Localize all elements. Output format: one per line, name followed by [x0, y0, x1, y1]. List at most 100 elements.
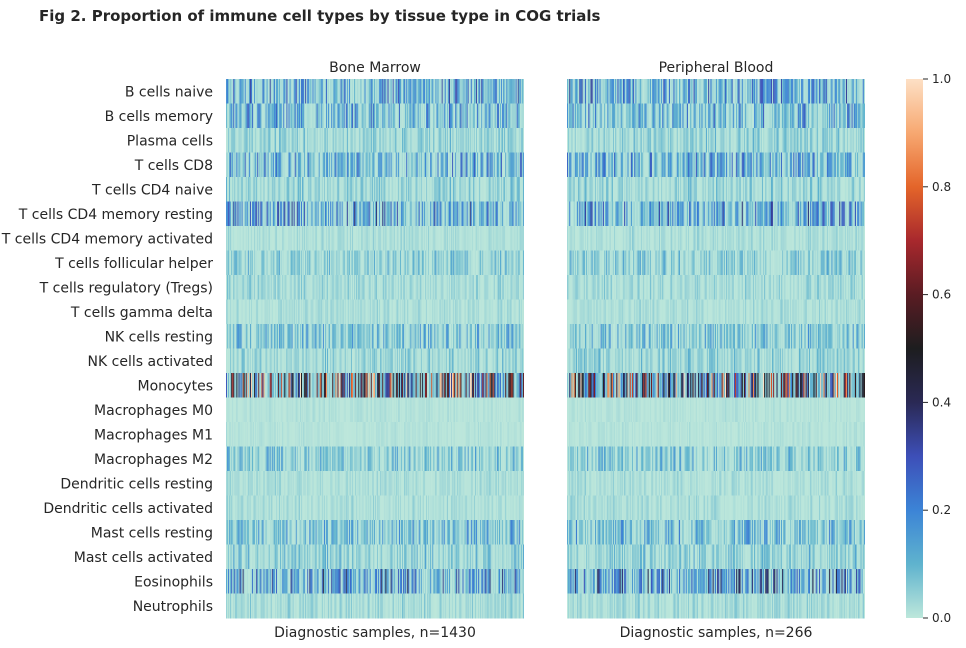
- heatmap-cell: [312, 103, 314, 129]
- heatmap-cell: [519, 103, 521, 129]
- heatmap-cell: [359, 471, 361, 496]
- heatmap-cell: [322, 422, 324, 447]
- heatmap-cell: [295, 152, 297, 178]
- heatmap-cell: [316, 471, 318, 496]
- heatmap-cell: [425, 446, 427, 472]
- heatmap-cell: [411, 79, 413, 104]
- heatmap-cell: [310, 422, 312, 447]
- heatmap-cell: [343, 201, 345, 227]
- heatmap-cell: [303, 348, 305, 374]
- heatmap-cell: [402, 226, 404, 251]
- heatmap-cell: [258, 201, 260, 227]
- heatmap-cell: [421, 299, 423, 325]
- heatmap-cell: [401, 103, 403, 129]
- heatmap-cell: [418, 422, 420, 447]
- heatmap-cell: [450, 79, 452, 104]
- heatmap-cell: [327, 299, 329, 325]
- heatmap-cell: [408, 397, 410, 423]
- heatmap-cell: [265, 299, 267, 325]
- heatmap-cell: [495, 152, 497, 178]
- heatmap-cell: [301, 79, 303, 104]
- heatmap-cell: [434, 299, 436, 325]
- heatmap-cell: [247, 373, 249, 398]
- heatmap-cell: [304, 495, 306, 521]
- heatmap-cell: [436, 177, 438, 202]
- heatmap-cell: [508, 471, 510, 496]
- heatmap-cell: [410, 177, 412, 202]
- heatmap-cell: [273, 446, 275, 472]
- heatmap-cell: [288, 250, 290, 276]
- heatmap-cell: [411, 128, 413, 153]
- heatmap-cell: [391, 226, 393, 251]
- heatmap-cell: [252, 373, 254, 398]
- heatmap-cell: [238, 471, 240, 496]
- heatmap-cell: [369, 275, 371, 300]
- heatmap-cell: [335, 226, 337, 251]
- heatmap-cell: [468, 422, 470, 447]
- heatmap-cell: [262, 471, 264, 496]
- heatmap-cell: [304, 152, 306, 178]
- heatmap-cell: [283, 177, 285, 202]
- heatmap-cell: [435, 152, 437, 178]
- heatmap-cell: [379, 397, 381, 423]
- heatmap-cell: [461, 324, 463, 349]
- heatmap-cell: [413, 373, 415, 398]
- heatmap-cell: [520, 152, 522, 178]
- heatmap-cell: [286, 250, 288, 276]
- heatmap-cell: [469, 397, 471, 423]
- heatmap-cell: [433, 397, 435, 423]
- heatmap-cell: [517, 324, 519, 349]
- heatmap-cell: [318, 79, 320, 104]
- heatmap-cell: [496, 128, 498, 153]
- heatmap-cell: [326, 250, 328, 276]
- heatmap-cell: [334, 128, 336, 153]
- heatmap-cell: [437, 299, 439, 325]
- heatmap-cell: [507, 201, 509, 227]
- heatmap-cell: [327, 275, 329, 300]
- heatmap-cell: [329, 226, 331, 251]
- heatmap-cell: [436, 422, 438, 447]
- heatmap-cell: [476, 201, 478, 227]
- heatmap-cell: [485, 250, 487, 276]
- heatmap-cell: [256, 226, 258, 251]
- heatmap-cell: [471, 79, 473, 104]
- heatmap-cell: [498, 201, 500, 227]
- heatmap-cell: [302, 348, 304, 374]
- heatmap-cell: [226, 446, 227, 472]
- heatmap-cell: [433, 177, 435, 202]
- heatmap-cell: [356, 471, 358, 496]
- heatmap-cell: [312, 324, 314, 349]
- heatmap-cell: [362, 152, 364, 178]
- heatmap-cell: [277, 422, 279, 447]
- heatmap-cell: [476, 250, 478, 276]
- heatmap-cell: [401, 422, 403, 447]
- heatmap-cell: [315, 275, 317, 300]
- heatmap-cell: [380, 226, 382, 251]
- heatmap-cell: [452, 103, 454, 129]
- heatmap-cell: [416, 201, 418, 227]
- heatmap-cell: [395, 324, 397, 349]
- heatmap-cell: [361, 250, 363, 276]
- heatmap-cell: [290, 422, 292, 447]
- heatmap-cell: [410, 299, 412, 325]
- heatmap-cell: [379, 79, 381, 104]
- heatmap-cell: [368, 201, 370, 227]
- heatmap-cell: [253, 177, 255, 202]
- heatmap-cell: [289, 471, 291, 496]
- heatmap-cell: [411, 201, 413, 227]
- heatmap-cell: [454, 226, 456, 251]
- heatmap-cell: [426, 299, 428, 325]
- heatmap-cell: [359, 299, 361, 325]
- heatmap-cell: [386, 79, 388, 104]
- heatmap-cell: [368, 250, 370, 276]
- heatmap-cell: [362, 422, 364, 447]
- heatmap-cell: [483, 226, 485, 251]
- heatmap-cell: [398, 324, 400, 349]
- heatmap-cell: [441, 275, 443, 300]
- heatmap-cell: [388, 250, 390, 276]
- heatmap-cell: [291, 103, 293, 129]
- heatmap-cell: [469, 79, 471, 104]
- heatmap-cell: [426, 201, 428, 227]
- heatmap-cell: [402, 324, 404, 349]
- heatmap-cell: [456, 471, 458, 496]
